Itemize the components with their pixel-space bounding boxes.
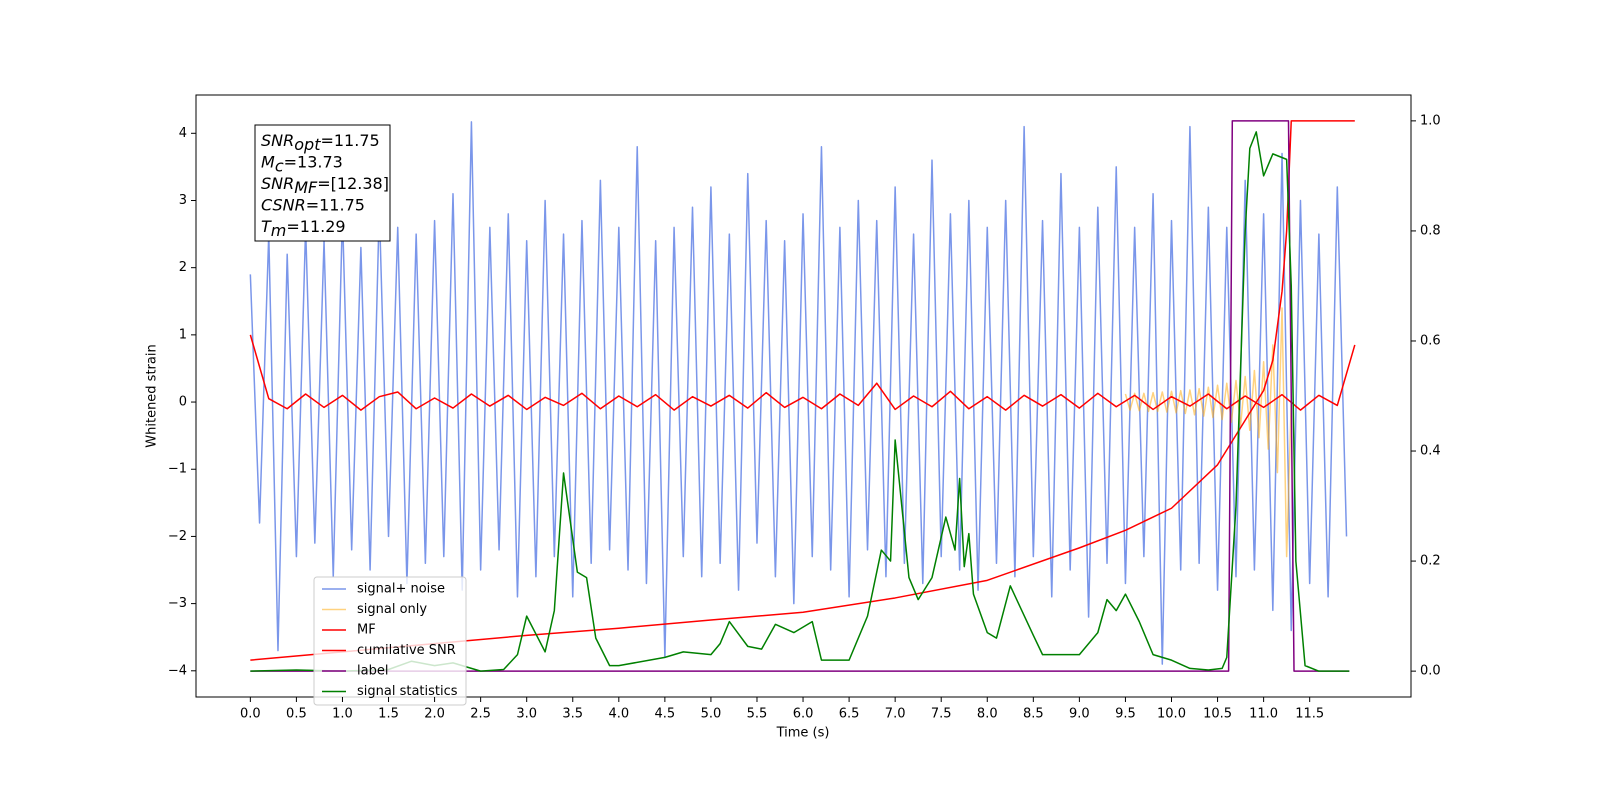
annotation-symbol: SNR (261, 131, 294, 150)
x-tick-label: 5.0 (701, 707, 722, 722)
series-line (249, 121, 1348, 665)
x-tick-label: 6.5 (839, 707, 860, 722)
annotation-line: Tm=11.29 (261, 217, 346, 240)
legend-label: signal statistics (357, 684, 458, 699)
x-tick-label: 4.5 (655, 707, 676, 722)
x-axis-label: Time (s) (776, 726, 830, 741)
annotation-symbol: SNR (261, 174, 294, 193)
x-tick-label: 3.0 (516, 707, 537, 722)
y-tick-label: 0 (179, 395, 187, 410)
x-tick-label: 8.5 (1023, 707, 1044, 722)
x-tick-label: 10.5 (1203, 707, 1232, 722)
legend: signal+ noise signal only MF cumilative SNR… (313, 576, 467, 706)
annotation-subscript: m (271, 221, 287, 240)
y2-tick-label: 0.8 (1420, 223, 1441, 238)
annotation-value: =13.73 (284, 152, 343, 171)
plot-area (249, 120, 1356, 672)
y-tick-label: 2 (179, 260, 187, 275)
x-tick-label: 2.0 (424, 707, 445, 722)
x-tick-label: 7.5 (931, 707, 952, 722)
annotation-subscript: opt (294, 135, 321, 154)
annotation-value: =11.29 (286, 217, 345, 236)
series-line (250, 120, 1350, 672)
annotation-subscript: c (275, 156, 284, 175)
legend-label: label (357, 664, 388, 679)
legend-label: MF (357, 623, 376, 638)
x-tick-label: 6.0 (793, 707, 814, 722)
y2-tick-label: 0.2 (1420, 554, 1441, 569)
x-tick-label: 9.5 (1115, 707, 1136, 722)
x-tick-label: 2.5 (470, 707, 491, 722)
x-tick-label: 7.0 (885, 707, 906, 722)
y2-tick-label: 0.6 (1420, 333, 1441, 348)
x-tick-label: 3.5 (562, 707, 583, 722)
x-tick-label: 10.0 (1157, 707, 1186, 722)
y-axis-label: Whitened strain (145, 344, 160, 447)
legend-label: signal only (357, 602, 427, 617)
annotation-line: CSNR=11.75 (261, 195, 365, 214)
y-tick-label: −1 (168, 462, 187, 477)
annotation-box: SNRopt=11.75Mc=13.73SNRMF=[12.38]CSNR=11… (254, 124, 391, 242)
y-tick-label: 4 (179, 126, 187, 141)
x-tick-label: 11.5 (1295, 707, 1324, 722)
x-tick-label: 5.5 (747, 707, 768, 722)
y-tick-label: 1 (179, 327, 187, 342)
y-tick-label: −2 (168, 529, 187, 544)
x-tick-label: 1.0 (332, 707, 353, 722)
legend-label: signal+ noise (357, 582, 445, 597)
series-line (249, 334, 1356, 411)
series-line (1124, 307, 1292, 558)
x-tick-label: 9.0 (1069, 707, 1090, 722)
annotation-line: SNRMF=[12.38] (261, 174, 389, 197)
annotation-value: =11.75 (306, 195, 365, 214)
annotation-symbol: M (261, 152, 275, 171)
annotation-value: =11.75 (320, 131, 379, 150)
annotation-symbol: CSNR (261, 195, 306, 214)
annotation-line: Mc=13.73 (261, 152, 343, 175)
annotation-symbol: T (261, 217, 272, 236)
legend-label: cumilative SNR (357, 643, 456, 658)
x-tick-label: 4.0 (608, 707, 629, 722)
annotation-line: SNRopt=11.75 (261, 131, 380, 154)
annotation-subscript: MF (294, 178, 318, 197)
x-tick-label: 0.0 (240, 707, 261, 722)
y-tick-label: 3 (179, 193, 187, 208)
x-tick-label: 8.0 (977, 707, 998, 722)
x-tick-label: 11.0 (1249, 707, 1278, 722)
y-tick-label: −3 (168, 596, 187, 611)
annotation-frame (254, 124, 391, 242)
y-tick-label: −4 (168, 663, 187, 678)
series-line (250, 131, 1350, 672)
x-tick-label: 0.5 (286, 707, 307, 722)
y2-tick-label: 0.0 (1420, 664, 1441, 679)
x-tick-label: 1.5 (378, 707, 399, 722)
series-line (250, 120, 1355, 661)
annotation-value: =[12.38] (317, 174, 389, 193)
legend-frame (313, 576, 467, 706)
y2-tick-label: 0.4 (1420, 444, 1441, 459)
y2-tick-label: 1.0 (1420, 113, 1441, 128)
